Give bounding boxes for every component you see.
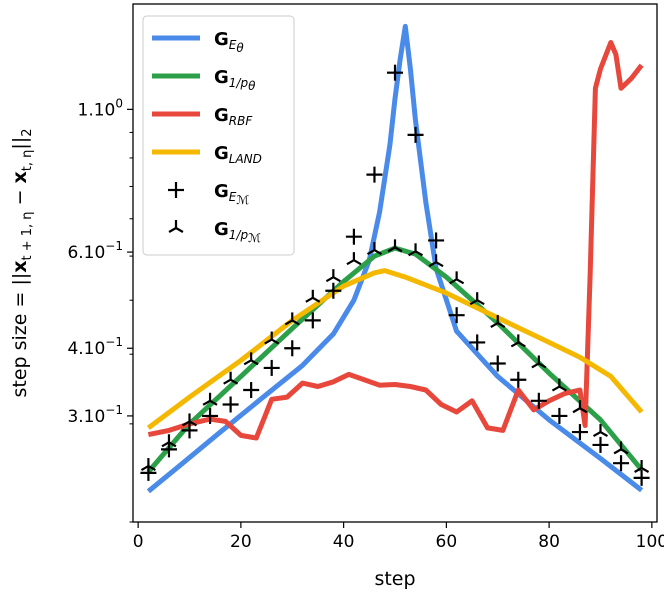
series-1-line (146, 245, 644, 474)
series-5-point (551, 378, 567, 392)
series-5-point (428, 254, 444, 268)
series-4-point (284, 340, 301, 357)
legend-entry-2-label: GRBF (214, 105, 253, 128)
series-4-point (571, 424, 588, 441)
series-4-point (304, 312, 321, 329)
y-tick-label: 6.10−1 (67, 239, 123, 263)
series-4-point (202, 407, 219, 424)
legend-entry-0: GEθ (152, 29, 244, 55)
legend-entry-4: GEℳ (168, 181, 249, 207)
x-tick-label: 40 (333, 532, 355, 552)
axis-layer: 0 20 40 60 80 100 1.100 6.10−1 4.10−1 3.10−1 (67, 96, 664, 552)
legend-entry-5: G1/pℳ (168, 219, 261, 245)
series-5-point (490, 315, 506, 328)
series-4-point (489, 355, 506, 372)
legend-entry-4-swatch (168, 182, 184, 198)
x-tick-label: 20 (230, 532, 252, 552)
series-5-point (284, 312, 300, 326)
series-5-point (449, 271, 465, 285)
y-label-norm-sub: 2 (20, 128, 35, 136)
legend-entry-3: GLAND (152, 143, 262, 166)
legend-entry-3-label: GLAND (214, 143, 262, 166)
series-3-line (146, 268, 644, 430)
legend-entry-5-swatch (168, 220, 184, 233)
legend-entries: GEθ G1/pθ GRBF GLAND GEℳ G1/pℳ (152, 29, 262, 245)
series-0-line (146, 23, 644, 494)
series-5-point (346, 252, 362, 266)
series-5-point (510, 334, 526, 348)
series-5-point (161, 434, 177, 448)
series-4-point (592, 436, 609, 453)
series-5-point (223, 371, 239, 385)
y-label-prefix: step size = || (9, 273, 31, 398)
series-5-point (140, 458, 156, 472)
series-5-markers (140, 239, 650, 473)
series-5-point (305, 289, 321, 303)
series-4-point (140, 464, 157, 481)
series-5-point (325, 269, 341, 283)
legend-entry-1-label: G1/pθ (214, 67, 256, 93)
series-4-point (530, 392, 547, 409)
y-label-x1: x (9, 260, 31, 272)
series-4-point (428, 232, 445, 249)
series-5-point (243, 352, 259, 366)
y-tick-label: 3.10−1 (67, 403, 123, 427)
series-4-point (345, 228, 362, 245)
x-axis-label: step (374, 568, 415, 590)
series-5-point (613, 441, 629, 455)
series-4-point (243, 382, 260, 399)
series-5-point (592, 424, 608, 438)
legend-entry-1: G1/pθ (152, 67, 256, 93)
y-tick-label: 4.10−1 (67, 335, 123, 359)
y-label-sub2: t, η (20, 150, 35, 172)
plot-frame (132, 3, 658, 523)
series-4-point (181, 422, 198, 439)
x-tick-label: 0 (133, 532, 144, 552)
series-4-point (469, 334, 486, 351)
series-5-point (366, 242, 382, 256)
series-5-point (264, 331, 280, 345)
series-4-point (366, 166, 383, 183)
series-layer (140, 23, 650, 494)
series-5-point (202, 392, 218, 406)
legend: GEθ G1/pθ GRBF GLAND GEℳ G1/pℳ (142, 15, 295, 256)
series-4-point (263, 359, 280, 376)
legend-entry-2: GRBF (152, 105, 253, 128)
series-4-point (613, 455, 630, 472)
legend-entry-4-label: GEℳ (214, 181, 249, 207)
x-tick-label: 100 (636, 532, 664, 552)
series-4-point (510, 371, 527, 388)
y-axis-label: step size = ||xt + 1, η − xt, η||2 (9, 128, 35, 397)
series-5-point (387, 239, 403, 253)
y-label-x2: x (9, 171, 31, 183)
legend-entry-0-label: GEθ (214, 29, 244, 55)
series-4-point (448, 307, 465, 324)
y-label-suffix: || (9, 137, 31, 150)
series-5-point (572, 400, 588, 414)
series-5-point (531, 355, 547, 369)
series-5-point (182, 413, 198, 427)
y-tick-label: 1.100 (78, 96, 124, 120)
series-5-point (469, 292, 485, 306)
series-4-point (551, 407, 568, 424)
series-4-point (160, 441, 177, 458)
series-4-markers (140, 64, 650, 486)
x-tick-label: 60 (436, 532, 458, 552)
series-4-point (325, 282, 342, 299)
series-4-point (407, 126, 424, 143)
legend-entry-5-label: G1/pℳ (214, 219, 261, 245)
series-5-point (634, 459, 650, 473)
series-2-line (147, 40, 644, 441)
series-5-point (408, 243, 424, 257)
y-label-sub1: t + 1, η (20, 211, 35, 260)
series-4-point (387, 64, 403, 81)
x-tick-label: 80 (538, 532, 560, 552)
y-label-minus: − (9, 183, 31, 211)
series-4-point (633, 469, 650, 486)
series-4-point (222, 396, 239, 413)
